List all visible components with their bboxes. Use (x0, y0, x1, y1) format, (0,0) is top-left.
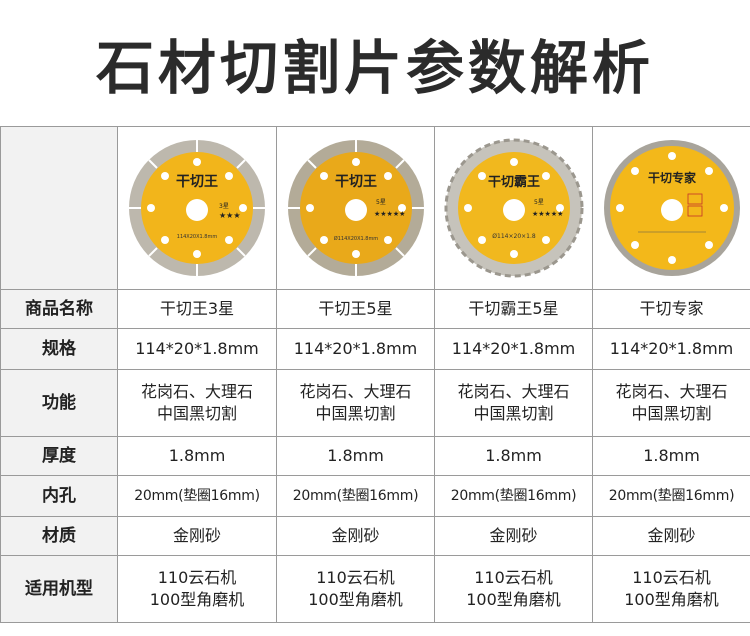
disc-brand-text: 干切王 (176, 174, 218, 190)
application-line: 110云石机 (474, 568, 553, 587)
cell-name: 干切霸王5星 (434, 289, 593, 329)
cell-spec: 114*20*1.8mm (434, 328, 593, 370)
cell-material: 金刚砂 (276, 516, 435, 556)
disc-size-text: Ø114×20×1.8 (492, 233, 536, 240)
cutting-disc-image: 干切专家 (603, 140, 740, 276)
product-image-4: 干切专家 (592, 126, 750, 290)
function-line: 花岗石、大理石 (140, 382, 253, 401)
row-header-hole: 内孔 (0, 475, 118, 517)
cell-application: 110云石机 100型角磨机 (117, 555, 277, 623)
cell-thickness: 1.8mm (276, 436, 435, 476)
application-line: 100型角磨机 (308, 590, 403, 609)
row-thickness: 厚度 1.8mm 1.8mm 1.8mm 1.8mm (0, 436, 750, 476)
function-line: 花岗石、大理石 (615, 382, 728, 401)
cell-hole: 20mm(垫圈16mm) (592, 475, 750, 517)
cell-function: 花岗石、大理石 中国黑切割 (434, 369, 593, 437)
parameter-table: 干切王 3星 ★★★ 114X20X1.8mm (0, 126, 750, 623)
svg-text:★★★: ★★★ (219, 211, 241, 220)
row-header-application: 适用机型 (0, 555, 118, 623)
cell-hole: 20mm(垫圈16mm) (117, 475, 277, 517)
svg-text:★★★★★: ★★★★★ (374, 210, 405, 218)
row-header-thickness: 厚度 (0, 436, 118, 476)
function-line: 花岗石、大理石 (457, 382, 570, 401)
row-hole: 内孔 20mm(垫圈16mm) 20mm(垫圈16mm) 20mm(垫圈16mm… (0, 475, 750, 517)
disc-stars-text: 5星 (534, 199, 544, 206)
cell-function: 花岗石、大理石 中国黑切割 (276, 369, 435, 437)
cutting-disc-image: 干切王 3星 ★★★ 114X20X1.8mm (129, 140, 265, 276)
cell-hole: 20mm(垫圈16mm) (434, 475, 593, 517)
product-image-1: 干切王 3星 ★★★ 114X20X1.8mm (117, 126, 277, 290)
cell-material: 金刚砂 (592, 516, 750, 556)
page-title: 石材切割片参数解析 (95, 34, 654, 102)
cell-material: 金刚砂 (117, 516, 277, 556)
cell-function: 花岗石、大理石 中国黑切割 (592, 369, 750, 437)
cutting-disc-image: 干切霸王 5星 ★★★★★ Ø114×20×1.8 (444, 138, 583, 278)
svg-text:★★★★★: ★★★★★ (532, 210, 563, 218)
cutting-disc-image: 干切王 5星 ★★★★★ Ø114X20X1.8mm (287, 140, 424, 276)
disc-brand-text: 干切王 (335, 174, 377, 190)
row-material: 材质 金刚砂 金刚砂 金刚砂 金刚砂 (0, 516, 750, 556)
cell-material: 金刚砂 (434, 516, 593, 556)
cell-thickness: 1.8mm (592, 436, 750, 476)
row-application: 适用机型 110云石机 100型角磨机 110云石机 100型角磨机 110云石… (0, 555, 750, 623)
cell-thickness: 1.8mm (434, 436, 593, 476)
row-name: 商品名称 干切王3星 干切王5星 干切霸王5星 干切专家 (0, 289, 750, 329)
row-header-spec: 规格 (0, 328, 118, 370)
application-line: 100型角磨机 (149, 590, 245, 609)
function-line: 中国黑切割 (156, 404, 237, 423)
cell-application: 110云石机 100型角磨机 (276, 555, 435, 623)
application-line: 110云石机 (157, 568, 237, 587)
disc-brand-text: 干切霸王 (487, 175, 539, 190)
application-line: 110云石机 (316, 568, 395, 587)
row-header-name: 商品名称 (0, 289, 118, 329)
row-header-material: 材质 (0, 516, 118, 556)
function-line: 花岗石、大理石 (299, 382, 412, 401)
disc-size-text: 114X20X1.8mm (177, 234, 218, 240)
cell-spec: 114*20*1.8mm (117, 328, 277, 370)
function-line: 中国黑切割 (631, 404, 712, 423)
cell-hole: 20mm(垫圈16mm) (276, 475, 435, 517)
cell-spec: 114*20*1.8mm (592, 328, 750, 370)
application-line: 100型角磨机 (466, 590, 561, 609)
application-line: 100型角磨机 (624, 590, 719, 609)
cell-name: 干切王5星 (276, 289, 435, 329)
disc-size-text: Ø114X20X1.8mm (333, 235, 378, 242)
cell-thickness: 1.8mm (117, 436, 277, 476)
cell-application: 110云石机 100型角磨机 (592, 555, 750, 623)
product-image-2: 干切王 5星 ★★★★★ Ø114X20X1.8mm (276, 126, 435, 290)
cell-function: 花岗石、大理石 中国黑切割 (117, 369, 277, 437)
cell-name: 干切专家 (592, 289, 750, 329)
image-row: 干切王 3星 ★★★ 114X20X1.8mm (0, 126, 750, 290)
application-line: 110云石机 (632, 568, 711, 587)
row-spec: 规格 114*20*1.8mm 114*20*1.8mm 114*20*1.8m… (0, 328, 750, 370)
disc-stars-text: 5星 (376, 199, 386, 206)
row-function: 功能 花岗石、大理石 中国黑切割 花岗石、大理石 中国黑切割 花岗石、大理石 中… (0, 369, 750, 437)
product-image-3: 干切霸王 5星 ★★★★★ Ø114×20×1.8 (434, 126, 593, 290)
function-line: 中国黑切割 (473, 404, 554, 423)
row-header-function: 功能 (0, 369, 118, 437)
cell-name: 干切王3星 (117, 289, 277, 329)
disc-stars-text: 3星 (219, 203, 229, 210)
image-row-header (0, 126, 118, 290)
cell-application: 110云石机 100型角磨机 (434, 555, 593, 623)
disc-brand-text: 干切专家 (647, 170, 696, 185)
cell-spec: 114*20*1.8mm (276, 328, 435, 370)
function-line: 中国黑切割 (315, 404, 396, 423)
